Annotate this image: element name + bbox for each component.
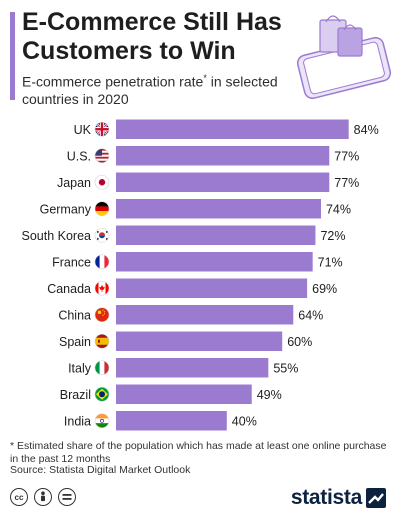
japan-flag-icon-ring	[94, 174, 110, 190]
statista-logo[interactable]: statista	[291, 486, 386, 510]
bar	[116, 331, 283, 351]
subtitle-marker: *	[203, 73, 207, 83]
bar-row: Germany 74%	[40, 199, 351, 219]
bar	[116, 305, 294, 325]
no-derivatives-icon[interactable]	[58, 488, 76, 506]
category-label: Germany	[40, 202, 92, 216]
south-korea-flag-icon-ring	[94, 227, 110, 243]
category-label: France	[52, 255, 91, 269]
italy-flag-icon	[95, 360, 109, 375]
category-label: Spain	[59, 335, 91, 349]
bar	[116, 172, 330, 192]
subtitle-main: E-commerce penetration rate	[22, 73, 204, 90]
bar-row: Spain 60%	[59, 331, 312, 351]
india-flag-icon	[95, 413, 109, 428]
category-label: South Korea	[22, 229, 92, 243]
category-label: China	[58, 308, 91, 322]
us-flag-icon-ring	[94, 148, 110, 164]
value-label: 72%	[320, 229, 345, 243]
value-label: 49%	[257, 388, 282, 402]
bar	[116, 146, 330, 166]
bar	[116, 278, 308, 298]
bar-chart: UK 84% U.S. 77% Japan 77% Germany 74% South Kore…	[22, 119, 379, 431]
statista-mark-icon	[366, 488, 386, 508]
title-accent-bar	[10, 12, 15, 100]
spain-flag-icon-ring	[94, 333, 110, 349]
bar-row: UK 84%	[74, 119, 379, 139]
uk-flag-icon-ring	[94, 121, 110, 137]
germany-flag-icon	[95, 201, 109, 216]
bar-row: Brazil 49%	[60, 384, 282, 404]
footer: cc statista	[0, 486, 400, 516]
category-label: Japan	[57, 176, 91, 190]
brazil-flag-icon-ring	[94, 386, 110, 402]
value-label: 77%	[334, 149, 359, 163]
license-icons: cc	[10, 488, 76, 506]
category-label: India	[64, 414, 91, 428]
bar-row: France 71%	[52, 252, 343, 272]
subtitle-rest: in selected countries in 2020	[22, 73, 278, 107]
bar	[116, 199, 321, 219]
bar	[116, 411, 227, 431]
bar-row: South Korea 72%	[22, 225, 345, 245]
value-label: 60%	[287, 335, 312, 349]
category-label: Italy	[68, 361, 92, 375]
value-label: 84%	[354, 123, 379, 137]
germany-flag-icon-ring	[94, 201, 110, 217]
italy-flag-icon-ring	[94, 360, 110, 376]
bar-row: U.S. 77%	[67, 146, 359, 166]
japan-flag-icon	[95, 175, 109, 190]
source-note: Source: Statista Digital Market Outlook	[10, 464, 191, 476]
category-label: Canada	[47, 282, 91, 296]
bar-row: Japan 77%	[57, 172, 359, 192]
category-label: U.S.	[67, 149, 91, 163]
bar-row: China 64%	[58, 305, 323, 325]
canada-flag-icon	[95, 281, 109, 296]
value-label: 74%	[326, 202, 351, 216]
bar	[116, 225, 316, 245]
south-korea-flag-icon	[95, 228, 109, 243]
category-label: UK	[74, 123, 92, 137]
spain-flag-icon	[95, 334, 109, 349]
attribution-icon[interactable]	[34, 488, 52, 506]
bar	[116, 252, 313, 272]
brand-name: statista	[290, 486, 362, 509]
bar	[116, 384, 252, 404]
creative-commons-icon[interactable]: cc	[10, 488, 28, 506]
value-label: 69%	[312, 282, 337, 296]
bar	[116, 119, 349, 139]
value-label: 40%	[232, 414, 257, 428]
category-label: Brazil	[60, 388, 91, 402]
value-label: 77%	[334, 176, 359, 190]
bar-row: India 40%	[64, 411, 257, 431]
uk-flag-icon	[95, 122, 109, 137]
brazil-flag-icon	[95, 387, 109, 402]
footnote: * Estimated share of the population whic…	[10, 440, 387, 465]
bar-row: Canada 69%	[47, 278, 337, 298]
value-label: 55%	[273, 361, 298, 375]
china-flag-icon	[95, 307, 109, 322]
france-flag-icon-ring	[94, 254, 110, 270]
phone-shopping-illustration	[296, 15, 392, 100]
france-flag-icon	[95, 254, 109, 269]
china-flag-icon-ring	[94, 307, 110, 323]
chart-subtitle: E-commerce penetration rate* in selected…	[22, 70, 282, 108]
bar-row: Italy 55%	[68, 358, 298, 378]
bar	[116, 358, 269, 378]
chart-title: E-Commerce Still Has Customers to Win	[22, 8, 282, 65]
value-label: 71%	[318, 255, 343, 269]
value-label: 64%	[298, 308, 323, 322]
canada-flag-icon-ring	[94, 280, 110, 296]
us-flag-icon	[95, 148, 109, 163]
india-flag-icon-ring	[94, 413, 110, 429]
